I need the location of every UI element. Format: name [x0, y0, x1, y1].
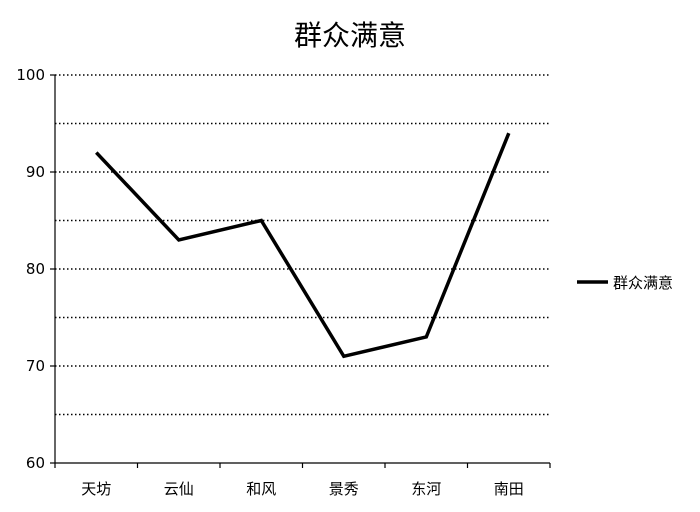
x-tick-label: 东河: [411, 480, 441, 498]
x-tick-label: 天坊: [81, 480, 111, 498]
series-line: [96, 133, 509, 356]
x-tick-label: 景秀: [329, 480, 359, 498]
y-tick-label: 100: [16, 66, 45, 84]
x-tick-label: 南田: [494, 480, 524, 498]
grid-lines: [55, 75, 550, 415]
axes: [50, 75, 550, 468]
y-tick-label: 70: [26, 357, 45, 375]
y-tick-label: 90: [26, 163, 45, 181]
y-tick-label: 80: [26, 260, 45, 278]
x-tick-label: 云仙: [164, 480, 194, 498]
chart-title: 群众满意: [294, 19, 406, 52]
y-tick-label: 60: [26, 454, 45, 472]
legend-label: 群众满意: [613, 274, 673, 292]
x-tick-label: 和风: [246, 480, 276, 498]
x-tick-labels: 天坊 云仙 和风 景秀 东河 南田: [81, 480, 524, 498]
legend: 群众满意: [577, 274, 673, 292]
y-tick-labels: 60 70 80 90 100: [16, 66, 45, 472]
series-layer: [96, 133, 509, 356]
